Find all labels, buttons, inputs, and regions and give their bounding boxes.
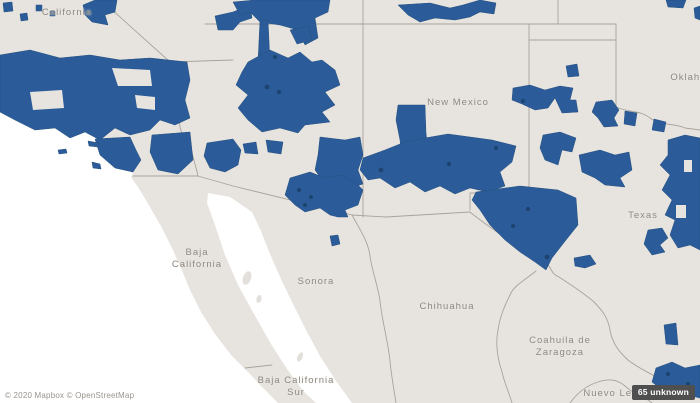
highlighted-region [665,0,700,21]
gulf-of-california-shape [207,193,352,403]
ca-nv-border-line [109,7,171,63]
highlighted-region [623,110,667,133]
highlighted-region [203,138,242,173]
baja-states-border-line [244,364,273,369]
canadian-river-line [615,106,700,131]
highlighted-region [573,254,597,269]
tx-panhandle-border-line [528,23,617,108]
highlighted-region [659,134,700,251]
highlighted-region [232,0,331,46]
pacific-ocean-shape [0,97,278,403]
sonora-chihuahua-border-line [351,214,397,403]
highlighted-region [663,322,679,346]
highlighted-region [471,185,579,271]
highlighted-region [242,139,284,155]
highlighted-region-island [57,140,102,170]
highlighted-region [511,84,579,114]
unknown-marks-badge[interactable]: 65 unknown [631,385,695,400]
highlighted-region [539,131,577,166]
highlighted-region [94,136,142,173]
highlighted-region [565,63,580,78]
highlighted-region [643,227,669,256]
highlighted-region [289,25,313,45]
gulf-islands [242,271,304,362]
highlighted-region [578,149,633,188]
highlighted-region [591,99,620,128]
chihuahua-coahuila-border-line [496,270,537,403]
highlighted-region [329,234,341,247]
highlighted-region [397,0,497,23]
highlighted-region [2,1,56,22]
highlighted-region [0,49,191,141]
highlighted-region [235,49,341,134]
highlighted-region [82,0,118,26]
region-centroid-dots[interactable] [264,55,690,386]
ocean-layer [0,97,352,403]
region-gaps-layer [30,68,692,218]
map-attribution: © 2020 Mapbox © OpenStreetMap [5,391,135,400]
highlighted-region [149,131,194,175]
highlighted-region [359,133,517,195]
